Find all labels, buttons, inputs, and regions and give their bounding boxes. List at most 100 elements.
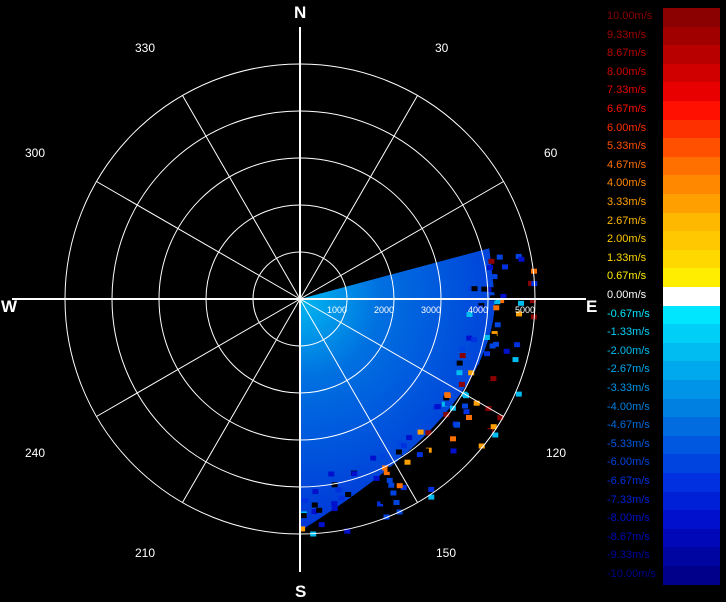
range-gate bbox=[490, 424, 497, 430]
range-gate bbox=[388, 482, 395, 488]
range-gate bbox=[488, 258, 495, 264]
range-gate bbox=[331, 482, 338, 488]
range-gate bbox=[529, 298, 536, 304]
range-gate bbox=[390, 490, 397, 496]
range-gate bbox=[477, 305, 484, 311]
azimuth-60-label: 60 bbox=[544, 146, 558, 160]
legend-label: 1.33m/s bbox=[607, 251, 647, 264]
legend-row: 1.33m/s bbox=[604, 249, 722, 269]
legend-swatch bbox=[663, 417, 720, 436]
range-gate bbox=[318, 522, 325, 528]
range-gate bbox=[425, 430, 432, 436]
range-gate bbox=[470, 337, 477, 343]
range-gate bbox=[440, 441, 447, 447]
range-gate bbox=[382, 465, 389, 471]
range-gate bbox=[344, 528, 351, 534]
range-gate bbox=[444, 401, 451, 407]
range-gate bbox=[422, 448, 429, 454]
legend-label: 3.33m/s bbox=[607, 196, 647, 208]
range-gate bbox=[406, 435, 413, 441]
legend-row: 6.67m/s bbox=[604, 101, 722, 120]
legend-swatch bbox=[663, 8, 720, 27]
range-gate bbox=[461, 425, 468, 431]
legend-swatch bbox=[663, 249, 720, 269]
south-label: S bbox=[295, 582, 307, 601]
range-gate bbox=[514, 342, 521, 348]
legend-label: -10.00m/s bbox=[607, 568, 656, 580]
legend-row: -6.00m/s bbox=[604, 454, 722, 473]
range-gate bbox=[383, 470, 390, 476]
range-gate bbox=[299, 526, 306, 532]
legend-row: 3.33m/s bbox=[604, 194, 722, 213]
legend-swatch bbox=[663, 82, 720, 101]
range-gate bbox=[473, 400, 480, 406]
range-gate bbox=[338, 495, 345, 501]
range-gate bbox=[489, 343, 496, 349]
range-gate bbox=[456, 370, 463, 376]
range-gate bbox=[528, 280, 534, 286]
range-gate bbox=[302, 498, 309, 504]
range-gate bbox=[393, 500, 400, 505]
legend-row: -9.33m/s bbox=[604, 547, 722, 566]
legend-swatch bbox=[663, 342, 720, 362]
range-gate bbox=[443, 412, 450, 418]
range-gate bbox=[379, 453, 386, 459]
range-gate bbox=[401, 455, 408, 461]
range-gate bbox=[490, 376, 497, 382]
legend-swatch bbox=[663, 101, 720, 120]
range-gate bbox=[416, 452, 423, 458]
range-label-2000: 2000 bbox=[374, 305, 394, 315]
range-gate bbox=[518, 300, 524, 306]
range-label-3000: 3000 bbox=[421, 305, 441, 315]
azimuth-spoke-120 bbox=[299, 298, 504, 417]
east-label: E bbox=[586, 297, 598, 316]
legend-swatch bbox=[663, 231, 720, 250]
range-gate bbox=[400, 485, 407, 491]
legend-row: -2.00m/s bbox=[604, 342, 722, 362]
legend-label: -6.00m/s bbox=[607, 456, 650, 469]
range-gate bbox=[462, 403, 468, 409]
legend-swatch bbox=[663, 63, 720, 83]
legend-swatch bbox=[663, 268, 720, 287]
range-gate bbox=[365, 515, 371, 521]
range-gate bbox=[488, 287, 495, 292]
legend-swatch bbox=[663, 26, 720, 46]
legend-label: 4.67m/s bbox=[607, 158, 647, 171]
legend-label: -5.33m/s bbox=[607, 437, 650, 450]
range-gate bbox=[459, 465, 466, 471]
range-gate bbox=[466, 335, 473, 341]
range-gate bbox=[493, 341, 499, 347]
range-gate bbox=[506, 254, 512, 259]
velocity-gates bbox=[299, 253, 538, 537]
legend-swatch bbox=[663, 156, 720, 176]
velocity-sector bbox=[300, 248, 495, 532]
range-gate bbox=[436, 430, 443, 436]
range-gate bbox=[478, 443, 485, 449]
azimuth-150-label: 150 bbox=[436, 546, 457, 560]
range-gate bbox=[486, 429, 492, 435]
legend-swatch bbox=[663, 491, 720, 511]
azimuth-spoke-330 bbox=[182, 95, 301, 300]
legend-label: -3.33m/s bbox=[607, 382, 650, 394]
legend-label: -1.33m/s bbox=[607, 326, 650, 339]
range-gate bbox=[450, 448, 457, 454]
azimuth-spoke-210 bbox=[182, 298, 301, 503]
legend-row: -2.67m/s bbox=[604, 361, 722, 380]
legend-row: 6.00m/s bbox=[604, 119, 722, 139]
legend-label: -4.00m/s bbox=[607, 400, 650, 413]
range-gate bbox=[351, 471, 358, 477]
legend-row: -7.33m/s bbox=[604, 491, 722, 511]
legend-swatch bbox=[663, 547, 720, 566]
range-gate bbox=[530, 314, 537, 320]
range-gate bbox=[502, 264, 508, 270]
azimuth-30-label: 30 bbox=[435, 41, 449, 55]
range-gate bbox=[500, 293, 507, 299]
legend-label: -4.67m/s bbox=[607, 419, 650, 432]
north-label: N bbox=[294, 3, 307, 22]
range-gate bbox=[498, 298, 505, 304]
legend-swatch bbox=[663, 528, 720, 548]
legend-row: -3.33m/s bbox=[604, 380, 722, 399]
range-gate bbox=[509, 342, 516, 347]
range-gate bbox=[450, 436, 456, 442]
legend-swatch bbox=[663, 138, 720, 157]
